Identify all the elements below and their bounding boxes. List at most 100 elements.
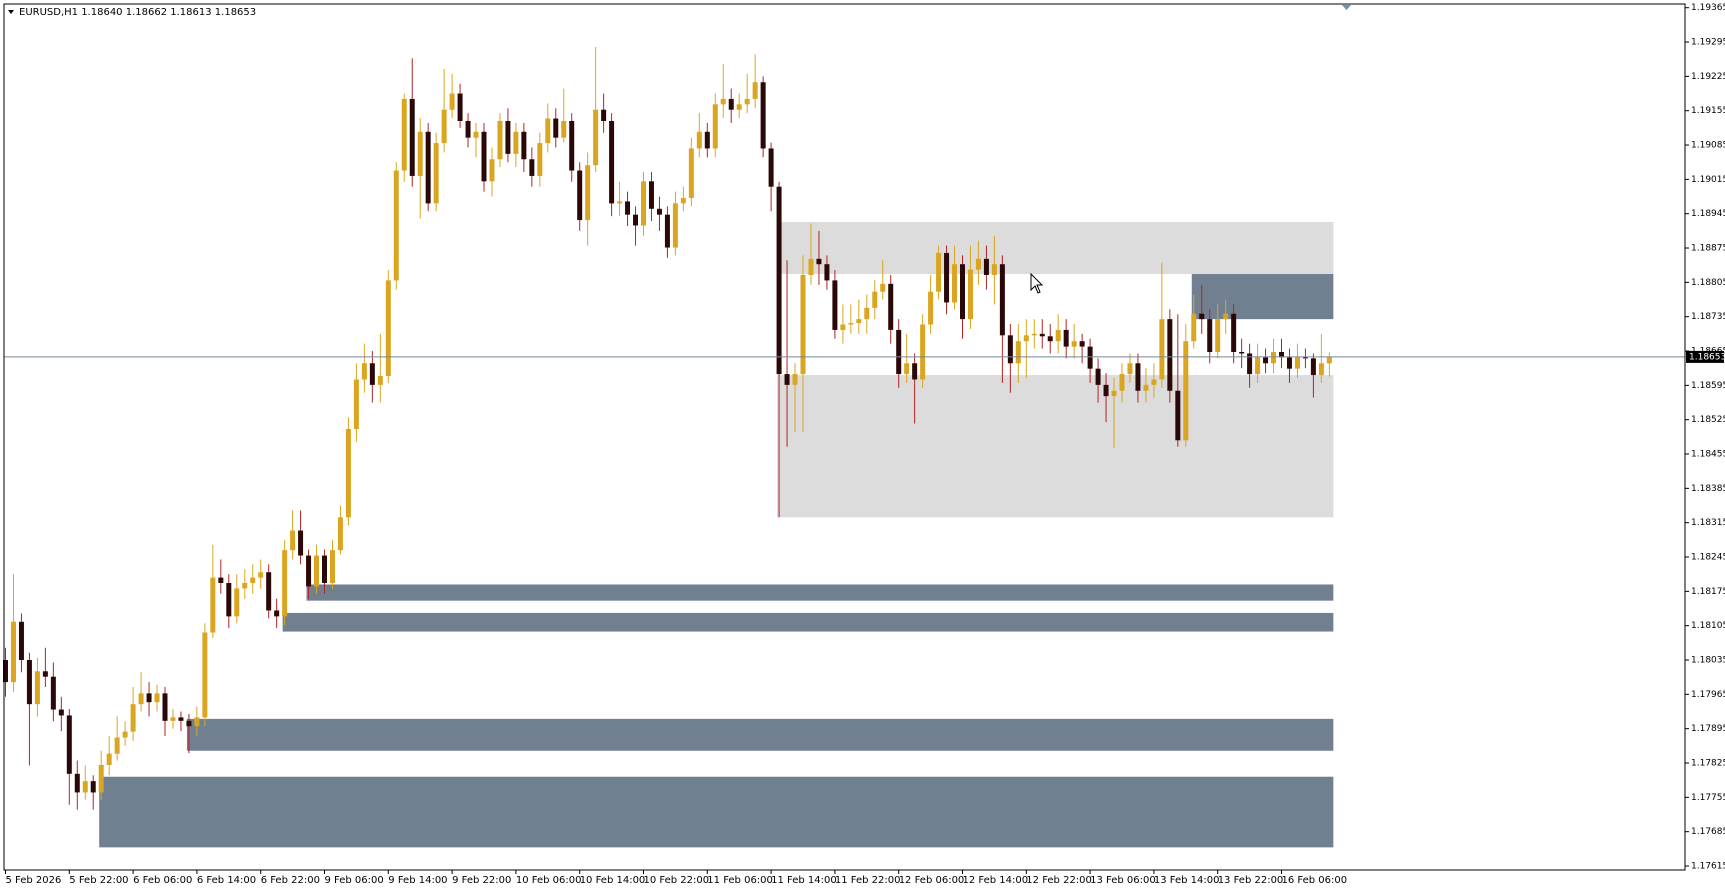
candle-body — [345, 429, 351, 518]
candle-body — [90, 781, 96, 793]
y-tick-label: 1.18525 — [1691, 415, 1725, 425]
candle-body — [138, 693, 144, 705]
candle-body — [361, 363, 367, 380]
menu-arrow — [8, 10, 14, 14]
candle-body — [832, 280, 838, 330]
candle-body — [433, 143, 439, 204]
candle-body — [258, 572, 264, 578]
candle-body — [329, 550, 335, 584]
axes: 1.19365 1.19295 1.19225 1.19155 1.19085 1.190… — [5, 3, 1725, 886]
candle-body — [337, 517, 343, 551]
candle-body — [609, 120, 615, 204]
candle-body — [497, 120, 503, 160]
candle-body — [545, 118, 551, 144]
candle-body — [146, 693, 152, 703]
candle-body — [106, 753, 112, 765]
x-tick-label: 6 Feb 14:00 — [197, 875, 256, 886]
candle-body — [1007, 335, 1013, 364]
plot-frame — [3, 3, 1686, 871]
candle-body — [10, 621, 16, 683]
candle-body — [952, 264, 958, 303]
x-tick-label: 11 Feb 06:00 — [707, 875, 773, 886]
zone — [777, 375, 1334, 518]
x-tick-label: 11 Feb 14:00 — [771, 875, 837, 886]
x-tick-label: 12 Feb 06:00 — [899, 875, 965, 886]
candle-body — [122, 731, 128, 738]
candle-body — [664, 214, 670, 248]
candle-body — [481, 131, 487, 182]
candle-body — [585, 165, 591, 221]
x-tick-label: 13 Feb 06:00 — [1090, 875, 1156, 886]
x-tick-label: 16 Feb 06:00 — [1282, 875, 1348, 886]
candle-body — [983, 258, 989, 275]
candle-body — [1231, 313, 1237, 353]
candle-body — [696, 131, 702, 149]
candle-body — [912, 363, 918, 380]
candle-body — [218, 577, 224, 584]
candle-body — [1239, 352, 1245, 354]
candle-body — [1183, 341, 1189, 441]
y-tick-label: 1.17615 — [1691, 862, 1725, 872]
candle-body — [1143, 384, 1149, 391]
x-tick-label: 11 Feb 22:00 — [835, 875, 901, 886]
candle-body — [1302, 357, 1308, 359]
candle-body — [34, 671, 40, 705]
candle-body — [1159, 319, 1165, 380]
candle-body — [385, 280, 391, 377]
candle-body — [760, 82, 766, 149]
y-tick-label: 1.19155 — [1691, 106, 1725, 116]
x-tick-label: 13 Feb 14:00 — [1154, 875, 1220, 886]
candle-body — [393, 170, 399, 281]
y-tick-label: 1.18455 — [1691, 450, 1725, 460]
candle-body — [170, 717, 176, 721]
x-tick-label: 10 Feb 06:00 — [516, 875, 582, 886]
candle-body — [816, 258, 822, 265]
candle-body — [50, 676, 56, 710]
candle-body — [848, 323, 854, 325]
candle-body — [1151, 379, 1157, 385]
candle-body — [130, 704, 136, 732]
candle-body — [1087, 346, 1093, 369]
candle-body — [800, 274, 806, 375]
candle-body — [1063, 329, 1069, 347]
candle-body — [1047, 336, 1053, 342]
candle-body — [1286, 357, 1292, 369]
candle-body — [537, 143, 543, 176]
chart-title: EURUSD,H1 1.18640 1.18662 1.18613 1.1865… — [19, 7, 256, 18]
candle-body — [290, 530, 296, 551]
candle-body — [720, 98, 726, 105]
candle-body — [704, 131, 710, 149]
candle-body — [736, 104, 742, 110]
x-tick-label: 6 Feb 22:00 — [261, 875, 320, 886]
candle-body — [1095, 368, 1101, 385]
candle-body — [66, 715, 72, 774]
candle-body — [282, 550, 288, 617]
candle-body — [688, 148, 694, 198]
y-tick-label: 1.18105 — [1691, 621, 1725, 631]
candle-body — [306, 555, 312, 587]
candle-body — [648, 181, 654, 209]
candle-body — [401, 98, 407, 171]
candle-body — [577, 170, 583, 221]
zone — [99, 776, 1334, 848]
x-tick-label: 10 Feb 14:00 — [580, 875, 646, 886]
candle-body — [864, 307, 870, 320]
x-tick-label: 5 Feb 22:00 — [69, 875, 128, 886]
y-tick-label: 1.19015 — [1691, 175, 1725, 185]
candle-body — [1175, 390, 1181, 441]
candle-body — [1127, 363, 1133, 375]
candle-body — [202, 632, 208, 718]
candle-body — [752, 82, 758, 99]
price-label: 1.18653 — [1689, 352, 1725, 362]
candle-body — [1103, 384, 1109, 397]
candle-body — [999, 264, 1005, 336]
candle-body — [234, 588, 240, 617]
x-tick-label: 9 Feb 06:00 — [325, 875, 384, 886]
candle-body — [58, 709, 64, 716]
zone — [1191, 274, 1334, 320]
candle-body — [369, 363, 375, 385]
candle-body — [441, 109, 447, 144]
candle-body — [114, 737, 120, 754]
candle-body — [712, 104, 718, 149]
